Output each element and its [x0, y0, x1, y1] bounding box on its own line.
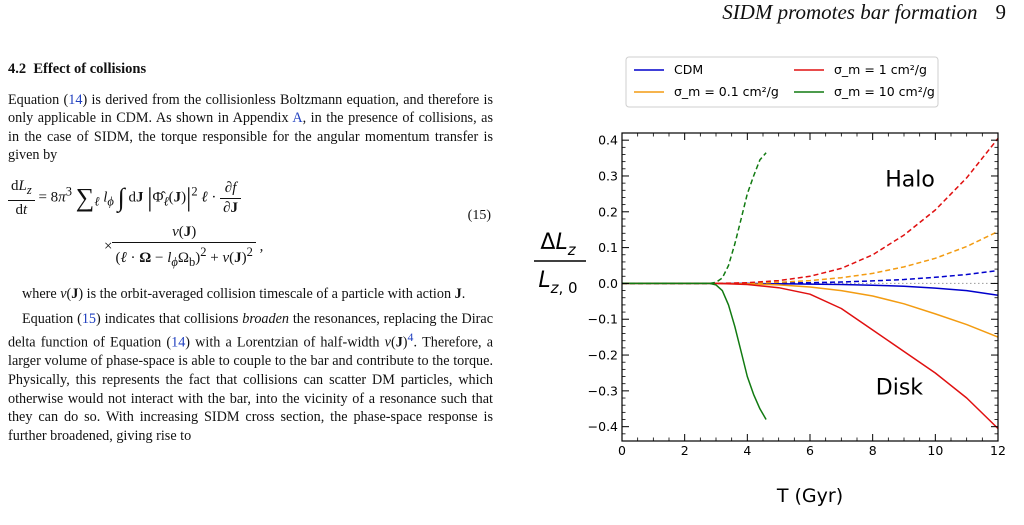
p3-text-a: Equation ( [22, 310, 82, 327]
x-tick-label: 12 [990, 443, 1006, 458]
svg-text:Lz, 0: Lz, 0 [538, 268, 577, 297]
y-tick-label: −0.2 [588, 348, 618, 363]
series-3-halo-line [622, 152, 767, 285]
x-tick-label: 10 [927, 443, 943, 458]
svg-text:ΔLz: ΔLz [540, 230, 576, 259]
y-tick-label: −0.4 [588, 419, 618, 434]
p1-text-a: Equation ( [8, 91, 69, 108]
p3-text-b: ) indicates that collisions [96, 310, 243, 327]
p2-text-b: is the orbit-averaged collision timescal… [83, 285, 455, 302]
y-tick-label: 0.0 [598, 276, 618, 291]
annotation-disk: Disk [876, 375, 924, 400]
equation-ref-14b[interactable]: 14 [171, 334, 186, 351]
p3-emphasis: broaden [242, 310, 289, 327]
y-tick-label: 0.2 [598, 204, 618, 219]
equation-ref-15[interactable]: 15 [81, 310, 96, 327]
axes: 0 2 4 6 8 10 12 −0.4 −0.3 −0.2 −0.1 0.0 0.1 0.2 0.3 0.4 [588, 132, 1006, 458]
page-number: 9 [995, 0, 1007, 24]
y-tick-label: 0.4 [598, 133, 618, 148]
x-axis-label: T (Gyr) [776, 485, 843, 507]
paragraph-1: Equation (14) is derived from the collis… [8, 91, 493, 165]
equation-line-2: × ν(J) (ℓ · Ω − lϕΩb)2 + ν(J)2 , [104, 223, 264, 269]
x-tick-label: 8 [869, 443, 877, 458]
running-head: SIDM promotes bar formation 9 [722, 0, 1006, 25]
figure: CDM σ_m = 0.1 cm²/g σ_m = 1 cm²/g σ_m = 10 … [528, 56, 1024, 525]
x-tick-label: 6 [806, 443, 814, 458]
y-tick-label: −0.3 [588, 383, 618, 398]
p3-text-e: . Therefore, a larger volume of phase-sp… [8, 334, 493, 444]
annotation-halo: Halo [885, 168, 935, 193]
p1-text-c: , in the presence of collisions, as in t… [8, 110, 493, 164]
y-tick-label: 0.1 [598, 240, 618, 255]
text-column: 4.2 Effect of collisions Equation (14) i… [8, 60, 493, 445]
equation-ref-14[interactable]: 14 [68, 91, 83, 108]
section-title: Effect of collisions [33, 61, 147, 77]
p2-text-a: where [22, 285, 61, 302]
legend-entry-2: σ_m = 1 cm²/g [834, 62, 927, 77]
paragraph-2: where ν(J) is the orbit-averaged collisi… [22, 285, 466, 302]
legend: CDM σ_m = 0.1 cm²/g σ_m = 1 cm²/g σ_m = 10 … [625, 56, 939, 108]
appendix-ref-a[interactable]: A [292, 110, 303, 127]
legend-box [625, 56, 939, 108]
y-tick-label: −0.1 [588, 312, 618, 327]
section-number: 4.2 [8, 61, 27, 77]
footnote-ref[interactable]: 4 [407, 330, 414, 345]
equation-number: (15) [467, 207, 491, 223]
series-2-halo-line [622, 137, 999, 285]
section-heading: 4.2 Effect of collisions [8, 60, 493, 79]
equation-line-1: dLz dt = 8π3 ∑ℓ lϕ ∫ dJ |Φ̂ℓ(J)|2 ℓ · ∂f ∂… [8, 177, 242, 219]
p3-text-c: the resonances, replacing the Dirac delt… [8, 310, 494, 351]
x-tick-label: 4 [743, 443, 751, 458]
series-0-disk-line [622, 282, 999, 296]
series-1-disk-line [622, 282, 999, 338]
series-2-disk-line [622, 282, 999, 430]
x-tick-label: 0 [618, 443, 626, 458]
legend-entry-1: σ_m = 0.1 cm²/g [674, 84, 779, 99]
p1-text-b: ) is derived from the collisionless Bolt… [8, 91, 493, 127]
p3-text-d: ) with a Lorentzian of half-width [185, 334, 385, 351]
x-tick-label: 2 [681, 443, 689, 458]
legend-entry-3: σ_m = 10 cm²/g [834, 84, 935, 99]
series-3-disk-line [622, 282, 767, 420]
equation-15: dLz dt = 8π3 ∑ℓ lϕ ∫ dJ |Φ̂ℓ(J)|2 ℓ · ∂f ∂… [8, 171, 493, 275]
y-tick-label: 0.3 [598, 168, 618, 183]
y-axis-label: ΔLz Lz, 0 [534, 230, 586, 297]
paragraph-3: Equation (15) indicates that collisions … [8, 310, 494, 444]
legend-entry-0: CDM [674, 62, 703, 77]
angular-momentum-chart: CDM σ_m = 0.1 cm²/g σ_m = 1 cm²/g σ_m = 10 … [534, 56, 1006, 507]
plot-area: Halo Disk [622, 137, 999, 430]
running-head-title: SIDM promotes bar formation [722, 0, 978, 24]
